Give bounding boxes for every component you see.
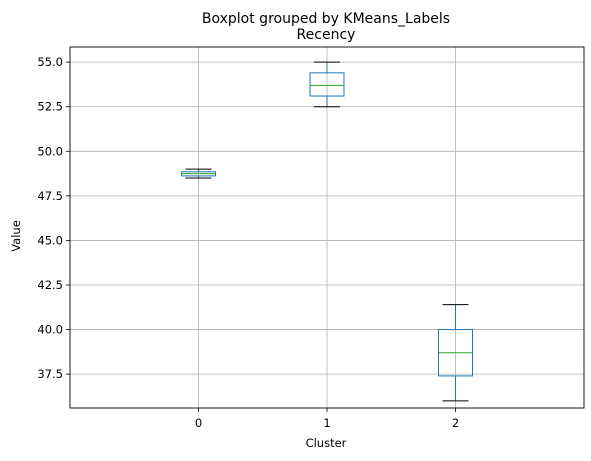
- x-tick-label: 2: [452, 416, 459, 430]
- x-tick-label: 0: [195, 416, 202, 430]
- grid-lines: [70, 47, 584, 408]
- y-tick-label: 55.0: [37, 55, 63, 69]
- box-cluster-1: [309, 61, 345, 108]
- box-cluster-2: [438, 304, 473, 402]
- box-plots: [181, 61, 473, 402]
- chart-title: Recency: [297, 27, 356, 43]
- y-tick-label: 37.5: [37, 367, 63, 381]
- iqr-box: [309, 72, 345, 97]
- y-tick-label: 45.0: [37, 233, 63, 247]
- y-tick-label: 52.5: [37, 100, 63, 114]
- y-tick-label: 42.5: [37, 278, 63, 292]
- box-cluster-0: [181, 168, 216, 179]
- y-tick-label: 47.5: [37, 189, 63, 203]
- y-tick-label: 50.0: [37, 144, 63, 158]
- y-axis-label: Value: [9, 220, 23, 252]
- x-tick-label: 1: [323, 416, 330, 430]
- y-axis-ticks: 37.5 40.0 42.5 45.0 47.5 50.0 52.5 55.0: [37, 55, 70, 381]
- x-axis-ticks: 0 1 2: [195, 408, 459, 430]
- chart-suptitle: Boxplot grouped by KMeans_Labels: [202, 11, 450, 27]
- x-axis-label: Cluster: [306, 436, 347, 450]
- y-tick-label: 40.0: [37, 323, 63, 337]
